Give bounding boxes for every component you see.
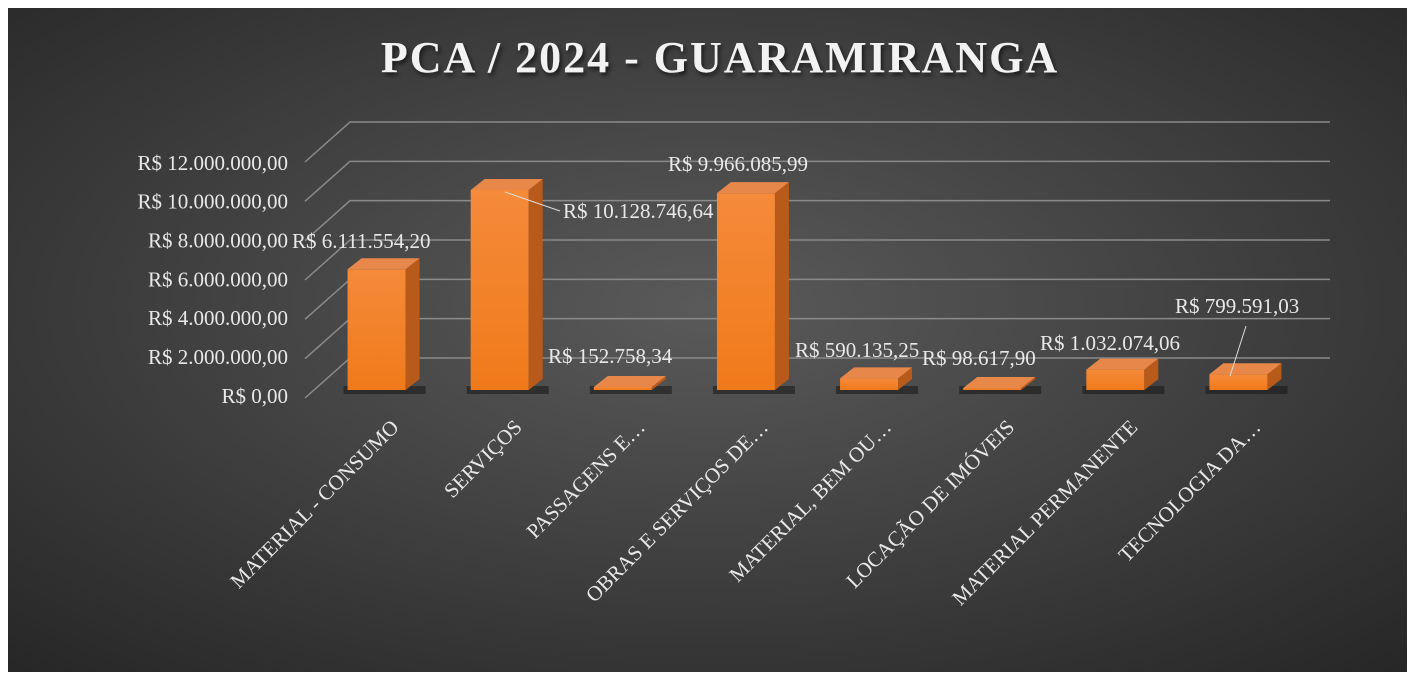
bar-side xyxy=(1144,358,1159,390)
bar-top xyxy=(347,258,420,270)
bar-side xyxy=(774,182,789,390)
bar-top xyxy=(1209,363,1282,375)
bar-side xyxy=(898,367,913,390)
grid-line xyxy=(304,239,1330,281)
bar-top xyxy=(963,377,1036,389)
bar-side xyxy=(528,178,543,390)
data-label: R$ 1.032.074,06 xyxy=(1040,331,1180,355)
bar-top xyxy=(1086,358,1159,370)
bar-top xyxy=(593,375,666,387)
y-tick-label: R$ 4.000.000,00 xyxy=(148,306,288,330)
bar xyxy=(716,193,775,390)
bar-top xyxy=(716,182,789,194)
bar-side xyxy=(651,375,666,390)
chart-title: PCA / 2024 - GUARAMIRANGA xyxy=(381,33,1059,82)
bar xyxy=(470,189,529,390)
y-tick-label: R$ 0,00 xyxy=(221,384,288,408)
y-tick-label: R$ 10.000.000,00 xyxy=(137,190,288,214)
plot-background xyxy=(8,8,1407,672)
leader-line xyxy=(1229,325,1247,377)
bar-top xyxy=(470,178,543,190)
data-label: R$ 799.591,03 xyxy=(1175,294,1299,318)
bar-side xyxy=(1267,363,1282,390)
data-label: R$ 152.758,34 xyxy=(548,344,673,368)
bar-side xyxy=(1021,377,1036,390)
bar-top xyxy=(840,367,913,379)
y-tick-label: R$ 12.000.000,00 xyxy=(137,151,288,175)
data-label: R$ 590.135,25 xyxy=(795,338,919,362)
bar xyxy=(840,378,899,390)
data-label: R$ 9.966.085,99 xyxy=(668,152,808,176)
bar-side xyxy=(405,258,420,390)
data-label: R$ 6.111.554,20 xyxy=(292,229,430,253)
grid-line xyxy=(304,160,1330,202)
y-tick-label: R$ 6.000.000,00 xyxy=(148,267,288,291)
bar xyxy=(347,269,406,390)
bar xyxy=(963,388,1022,390)
grid-line xyxy=(304,121,1330,163)
bar xyxy=(593,386,652,390)
data-label: R$ 98.617,90 xyxy=(922,346,1036,370)
grid-line xyxy=(304,199,1330,242)
data-label: R$ 10.128.746,64 xyxy=(563,199,714,223)
y-tick-label: R$ 8.000.000,00 xyxy=(148,228,288,252)
bar xyxy=(1086,369,1145,390)
leader-line xyxy=(504,191,561,212)
bar xyxy=(1209,374,1268,390)
y-tick-label: R$ 2.000.000,00 xyxy=(148,345,288,369)
